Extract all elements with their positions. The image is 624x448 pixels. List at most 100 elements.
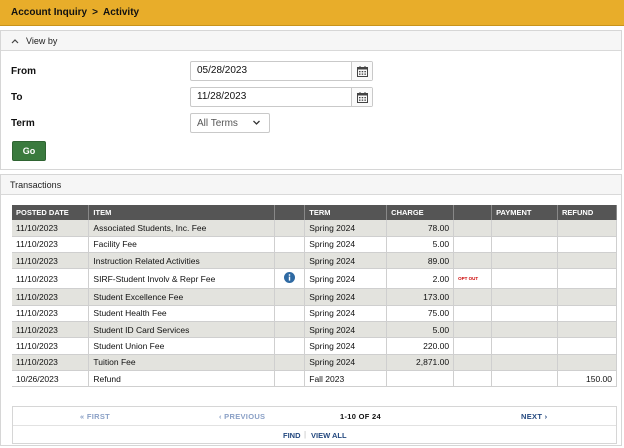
opt-out-cell xyxy=(453,321,493,339)
posted-date: 11/10/2023 xyxy=(12,354,90,371)
view-by-title: View by xyxy=(26,35,58,46)
col-payment[interactable]: PAYMENT xyxy=(491,205,558,220)
table-row: 11/10/2023 Facility Fee Spring 2024 5.00 xyxy=(12,236,617,254)
from-label: From xyxy=(11,66,36,77)
payment xyxy=(491,220,558,237)
view-all-link[interactable]: VIEW ALL xyxy=(311,431,347,440)
payment xyxy=(491,288,558,306)
transactions-table: POSTED DATE ITEM TERM CHARGE PAYMENT REF… xyxy=(12,205,617,388)
term: Fall 2023 xyxy=(304,370,388,388)
charge: 5.00 xyxy=(386,321,455,339)
col-refund[interactable]: REFUND xyxy=(557,205,617,220)
term: Spring 2024 xyxy=(304,354,388,371)
term: Spring 2024 xyxy=(304,220,388,237)
item-name: Associated Students, Inc. Fee xyxy=(88,220,276,237)
info-cell xyxy=(274,354,306,371)
item-name: Student Excellence Fee xyxy=(88,288,276,306)
charge: 5.00 xyxy=(386,236,455,254)
to-date-field[interactable]: 11/28/2023 xyxy=(190,87,373,107)
transactions-header: Transactions xyxy=(1,175,621,195)
posted-date: 11/10/2023 xyxy=(12,305,90,322)
table-row: 10/26/2023 Refund Fall 2023 150.00 xyxy=(12,370,617,388)
opt-out-link[interactable]: OPT OUT xyxy=(458,276,479,282)
col-info xyxy=(274,205,306,220)
view-by-panel: View by From 05/28/2023 To 11/28/2023 Te… xyxy=(0,30,622,170)
breadcrumb: Account Inquiry > Activity xyxy=(0,0,624,26)
term: Spring 2024 xyxy=(304,305,388,322)
info-cell xyxy=(274,370,306,388)
find-link[interactable]: FIND xyxy=(283,431,301,440)
opt-out-cell xyxy=(453,370,493,388)
term-label: Term xyxy=(11,118,35,129)
info-cell xyxy=(274,268,306,290)
term: Spring 2024 xyxy=(304,268,388,290)
breadcrumb-account-inquiry[interactable]: Account Inquiry xyxy=(11,7,88,18)
term: Spring 2024 xyxy=(304,337,388,355)
info-cell xyxy=(274,220,306,237)
info-icon[interactable] xyxy=(284,272,296,285)
calendar-icon[interactable] xyxy=(351,62,372,80)
table-row: 11/10/2023 Student ID Card Services Spri… xyxy=(12,321,617,339)
charge: 2.00 xyxy=(386,268,455,290)
table-header-row: POSTED DATE ITEM TERM CHARGE PAYMENT REF… xyxy=(12,205,617,220)
refund xyxy=(557,305,617,322)
breadcrumb-separator: > xyxy=(92,7,98,18)
term-select-value[interactable]: All Terms xyxy=(197,117,238,129)
item-name: Refund xyxy=(88,370,276,388)
transactions-title: Transactions xyxy=(10,179,62,190)
transactions-panel: Transactions POSTED DATE ITEM TERM CHARG… xyxy=(0,174,622,446)
payment xyxy=(491,370,558,388)
info-cell xyxy=(274,337,306,355)
table-row: 11/10/2023 Instruction Related Activitie… xyxy=(12,252,617,270)
term-row: Term xyxy=(11,118,35,129)
opt-out-cell xyxy=(453,252,493,270)
payment xyxy=(491,305,558,322)
col-term[interactable]: TERM xyxy=(304,205,388,220)
charge: 75.00 xyxy=(386,305,455,322)
posted-date: 11/10/2023 xyxy=(12,220,90,237)
refund xyxy=(557,236,617,254)
term: Spring 2024 xyxy=(304,321,388,339)
table-row: 11/10/2023 SIRF-Student Involv & Repr Fe… xyxy=(12,268,617,290)
next-page-link[interactable]: NEXT › xyxy=(521,412,548,421)
opt-out-cell: OPT OUT xyxy=(453,268,493,290)
breadcrumb-activity: Activity xyxy=(102,7,140,18)
charge: 89.00 xyxy=(386,252,455,270)
charge: 78.00 xyxy=(386,220,455,237)
to-row: To xyxy=(11,92,22,103)
info-cell xyxy=(274,252,306,270)
page-count: 1-10 OF 24 xyxy=(340,412,381,421)
opt-out-cell xyxy=(453,305,493,322)
from-row: From xyxy=(11,66,36,77)
refund xyxy=(557,220,617,237)
calendar-icon[interactable] xyxy=(351,88,372,106)
info-cell xyxy=(274,236,306,254)
payment xyxy=(491,321,558,339)
refund xyxy=(557,252,617,270)
refund xyxy=(557,288,617,306)
view-by-header[interactable]: View by xyxy=(1,31,621,51)
charge: 2,871.00 xyxy=(386,354,455,371)
opt-out-cell xyxy=(453,337,493,355)
col-posted-date[interactable]: POSTED DATE xyxy=(12,205,90,220)
info-cell xyxy=(274,305,306,322)
posted-date: 11/10/2023 xyxy=(12,268,90,290)
to-date-value[interactable]: 11/28/2023 xyxy=(197,91,247,102)
from-date-field[interactable]: 05/28/2023 xyxy=(190,61,373,81)
first-page-link[interactable]: « FIRST xyxy=(80,412,111,421)
previous-page-link[interactable]: ‹ PREVIOUS xyxy=(219,412,266,421)
table-row: 11/10/2023 Student Excellence Fee Spring… xyxy=(12,288,617,306)
term: Spring 2024 xyxy=(304,236,388,254)
table-row: 11/10/2023 Tuition Fee Spring 2024 2,871… xyxy=(12,354,617,371)
term-select[interactable]: All Terms xyxy=(190,113,270,133)
chevron-up-icon[interactable] xyxy=(11,36,19,46)
info-cell xyxy=(274,288,306,306)
refund xyxy=(557,321,617,339)
col-charge[interactable]: CHARGE xyxy=(386,205,455,220)
item-name: Student ID Card Services xyxy=(88,321,276,339)
payment xyxy=(491,268,558,290)
col-item[interactable]: ITEM xyxy=(88,205,276,220)
chevron-down-icon[interactable] xyxy=(252,118,261,130)
from-date-value[interactable]: 05/28/2023 xyxy=(197,65,248,76)
go-button[interactable]: Go xyxy=(12,141,46,161)
